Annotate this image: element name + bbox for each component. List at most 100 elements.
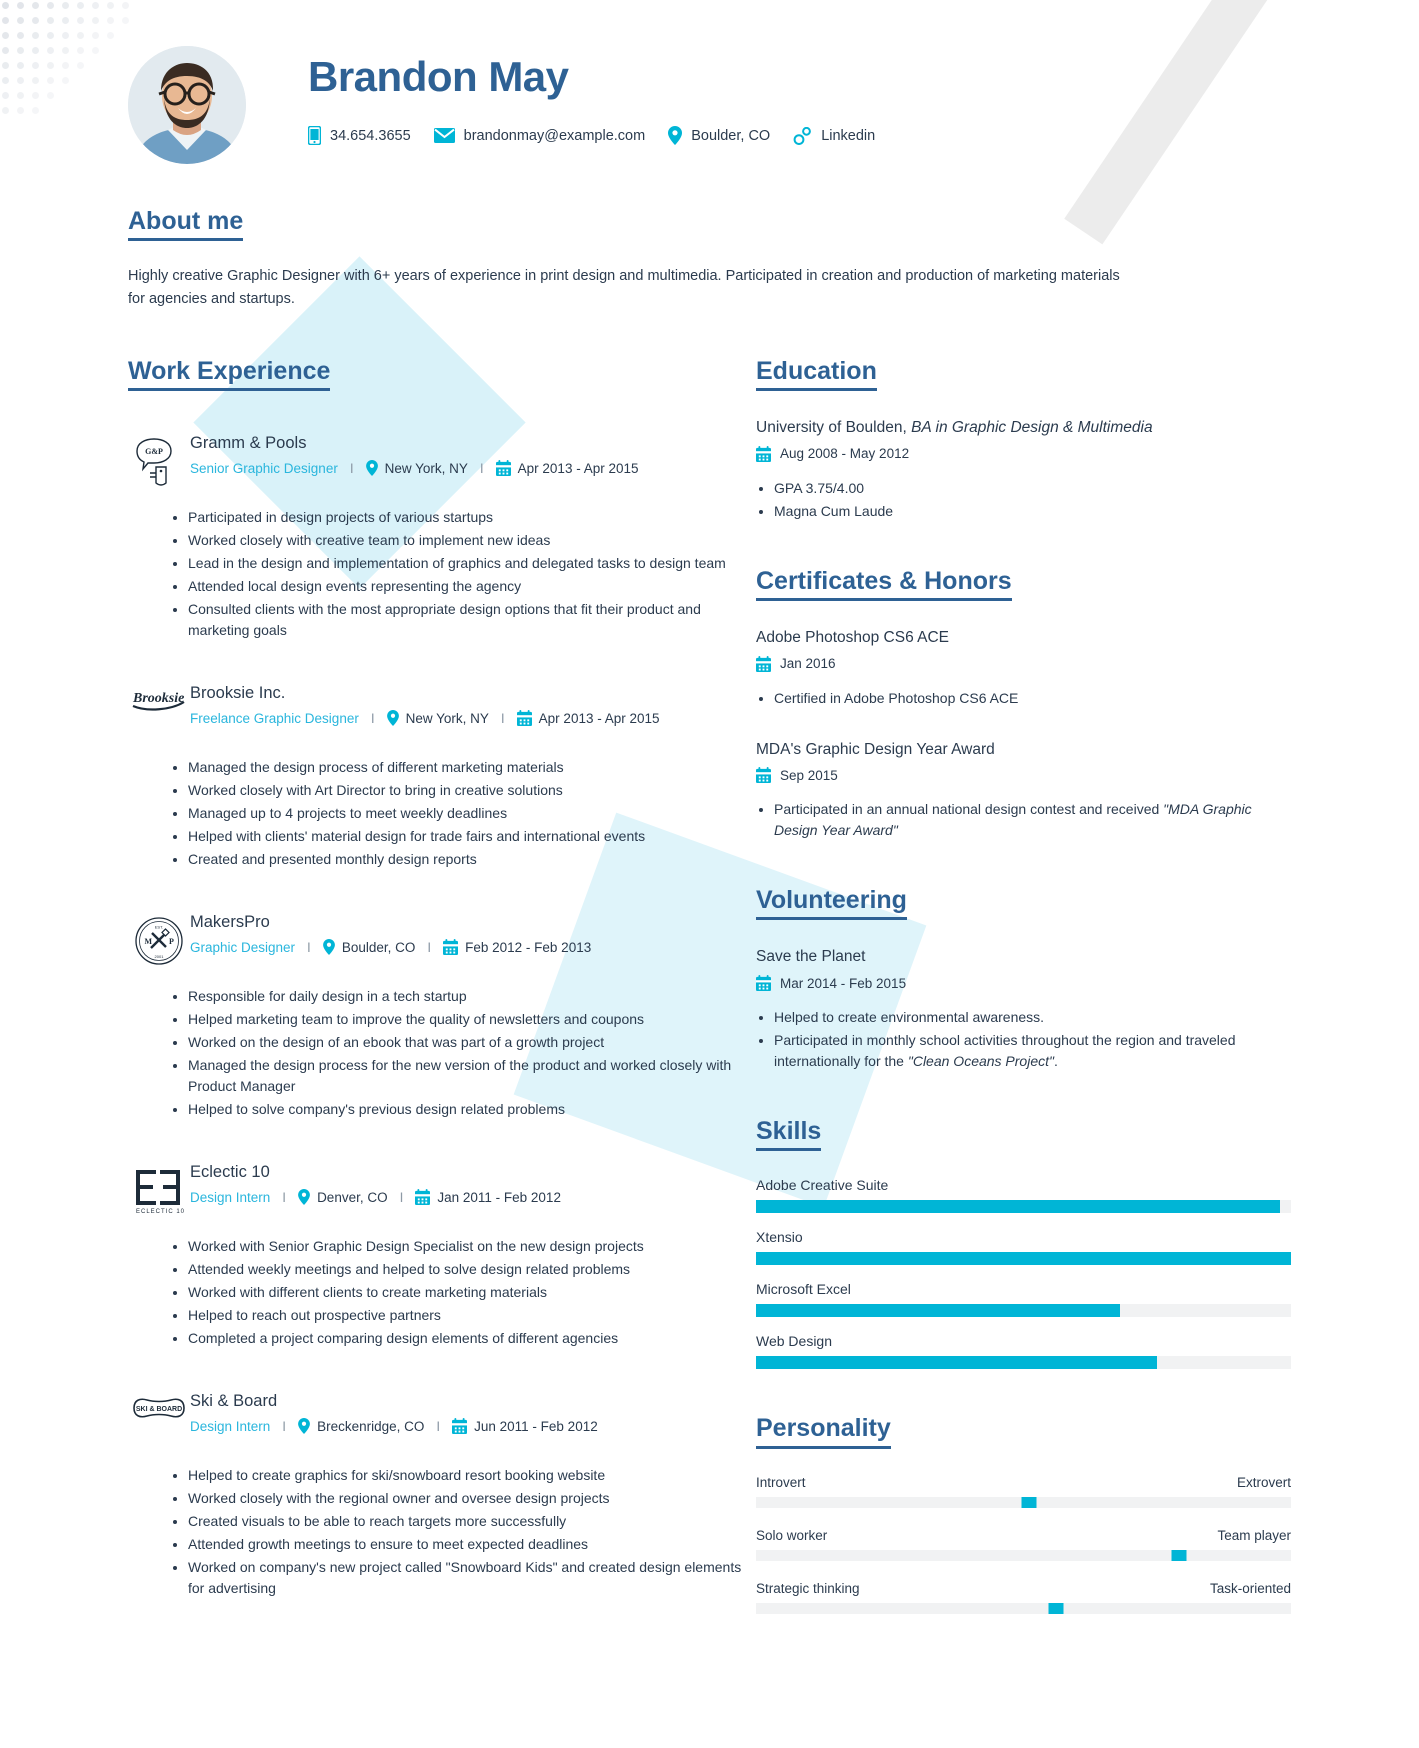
job-dates: Jan 2011 - Feb 2012 xyxy=(437,1189,561,1205)
list-item: Participated in monthly school activitie… xyxy=(774,1030,1291,1072)
job-company: Gramm & Pools xyxy=(190,433,307,452)
job-meta: Design Intern I Breckenridge, CO I xyxy=(190,1418,748,1435)
education-bullet-list: GPA 3.75/4.00 Magna Cum Laude xyxy=(756,478,1291,522)
calendar-icon xyxy=(495,460,511,477)
job-location: Boulder, CO xyxy=(341,939,416,955)
education-dates-text: Aug 2008 - May 2012 xyxy=(780,446,910,462)
certificate-title: MDA's Graphic Design Year Award xyxy=(756,740,995,758)
personality-knob[interactable] xyxy=(1048,1602,1064,1614)
location-icon xyxy=(298,1189,310,1206)
list-item: Helped with clients' material design for… xyxy=(188,826,748,847)
list-item: Created visuals to be able to reach targ… xyxy=(188,1511,748,1532)
personality-left-label: Introvert xyxy=(756,1474,806,1490)
job-dates: Feb 2012 - Feb 2013 xyxy=(465,939,592,955)
personality-section: Personality Introvert Extrovert So xyxy=(756,1413,1291,1614)
eclectic-10-logo-icon: ECLECTIC 10 xyxy=(136,1169,184,1215)
job-bullet-list: Participated in design projects of vario… xyxy=(128,507,748,641)
contact-email-text: brandonmay@example.com xyxy=(463,127,646,144)
job-entry: G&P Gramm & Pools Senior Graphic Designe… xyxy=(128,433,748,489)
contact-email[interactable]: brandonmay@example.com xyxy=(433,127,646,144)
calendar-icon xyxy=(756,975,771,992)
job-details: Ski & Board Design Intern I Breckenridge… xyxy=(190,1391,748,1447)
list-item: GPA 3.75/4.00 xyxy=(774,478,1291,499)
list-item: Certified in Adobe Photoshop CS6 ACE xyxy=(774,688,1291,709)
education-degree: BA in Graphic Design & Multimedia xyxy=(911,418,1153,436)
job-location: Breckenridge, CO xyxy=(317,1418,425,1434)
job-details: MakersPro Graphic Designer I Boulder, CO… xyxy=(190,912,748,968)
header-text-block: Brandon May 34.654.3655 brandonmay xyxy=(308,46,889,146)
skill-label: Adobe Creative Suite xyxy=(756,1177,889,1194)
personality-left-label: Solo worker xyxy=(756,1527,828,1543)
meta-separator: I xyxy=(436,1418,441,1434)
makerspro-logo: EST. 2001 M P xyxy=(128,912,190,968)
link-icon xyxy=(793,126,812,145)
list-item: Completed a project comparing design ele… xyxy=(188,1328,748,1349)
meta-separator: I xyxy=(370,710,375,726)
list-item: Helped to reach out prospective partners xyxy=(188,1305,748,1326)
job-meta: Freelance Graphic Designer I New York, N… xyxy=(190,710,748,727)
volunteering-quote: "Clean Oceans Project" xyxy=(907,1053,1054,1070)
list-item: Helped to create environmental awareness… xyxy=(774,1007,1291,1028)
ski-board-logo-icon: SKI & BOARD xyxy=(133,1398,185,1418)
personality-knob[interactable] xyxy=(1021,1496,1037,1508)
about-section: About me Highly creative Graphic Designe… xyxy=(128,206,1291,312)
personality-right-label: Task-oriented xyxy=(1209,1580,1291,1596)
personality-left-label: Strategic thinking xyxy=(756,1580,860,1596)
bottom-spacer xyxy=(756,1614,1291,1658)
calendar-icon xyxy=(516,710,532,727)
certificates-section: Certificates & Honors Adobe Photoshop CS… xyxy=(756,566,1291,842)
volunteering-title: Save the Planet xyxy=(756,948,866,966)
skill-row: Web Design xyxy=(756,1333,1291,1370)
skills-section: Skills Adobe Creative Suite Xtensio xyxy=(756,1116,1291,1370)
meta-separator: I xyxy=(479,460,484,476)
list-item: Worked closely with Art Director to brin… xyxy=(188,780,748,801)
job-entry: Brooksie Brooksie Inc. Freelance Graphic… xyxy=(128,683,748,739)
skill-track xyxy=(756,1200,1291,1214)
profile-photo-illustration xyxy=(128,46,246,164)
skills-heading: Skills xyxy=(756,1116,822,1152)
svg-text:SKI & BOARD: SKI & BOARD xyxy=(136,1406,182,1413)
certificate-entry: Adobe Photoshop CS6 ACE Jan 2016 Certifi… xyxy=(756,627,1291,709)
svg-text:M: M xyxy=(145,937,153,946)
job-bullet-list: Worked with Senior Graphic Design Specia… xyxy=(128,1236,748,1349)
certificate-dates-text: Jan 2016 xyxy=(780,656,836,671)
svg-text:EST.: EST. xyxy=(155,924,163,929)
volunteering-period: . xyxy=(1053,1053,1058,1070)
makerspro-logo-icon: EST. 2001 M P xyxy=(135,917,183,965)
skill-row: Microsoft Excel xyxy=(756,1281,1291,1318)
list-item: Attended local design events representin… xyxy=(188,576,748,597)
contact-location[interactable]: Boulder, CO xyxy=(668,126,770,146)
list-item: Participated in design projects of vario… xyxy=(188,507,748,528)
phone-icon xyxy=(308,126,321,146)
list-item: Attended growth meetings to ensure to me… xyxy=(188,1534,748,1555)
location-icon xyxy=(365,460,378,477)
meta-separator: I xyxy=(282,1189,287,1205)
meta-separator: I xyxy=(282,1418,287,1434)
personality-track[interactable] xyxy=(756,1549,1291,1561)
contact-phone[interactable]: 34.654.3655 xyxy=(308,126,411,146)
svg-text:P: P xyxy=(169,937,174,946)
calendar-icon xyxy=(756,655,771,672)
svg-text:2001: 2001 xyxy=(155,954,165,959)
ski-board-logo: SKI & BOARD xyxy=(128,1391,190,1447)
personality-knob[interactable] xyxy=(1171,1549,1187,1561)
job-location: New York, NY xyxy=(405,710,489,726)
job-role: Senior Graphic Designer xyxy=(190,460,338,476)
email-icon xyxy=(433,128,455,144)
personality-track[interactable] xyxy=(756,1602,1291,1614)
list-item: Responsible for daily design in a tech s… xyxy=(188,986,748,1007)
location-icon xyxy=(668,126,683,146)
personality-track[interactable] xyxy=(756,1496,1291,1508)
job-company: Brooksie Inc. xyxy=(190,683,286,702)
list-item: Worked closely with creative team to imp… xyxy=(188,530,748,551)
certificate-entry: MDA's Graphic Design Year Award Sep 2015 xyxy=(756,739,1291,842)
certificate-dates-text: Sep 2015 xyxy=(780,767,838,783)
calendar-icon xyxy=(443,939,459,956)
about-heading: About me xyxy=(128,206,244,242)
volunteering-heading: Volunteering xyxy=(756,885,907,921)
personality-row: Solo worker Team player xyxy=(756,1528,1291,1561)
job-entry: EST. 2001 M P MakersPro Graphic Designer… xyxy=(128,912,748,968)
certificate-date: Jan 2016 xyxy=(756,655,1291,672)
meta-separator: I xyxy=(349,460,354,476)
contact-linkedin[interactable]: Linkedin xyxy=(793,126,875,145)
